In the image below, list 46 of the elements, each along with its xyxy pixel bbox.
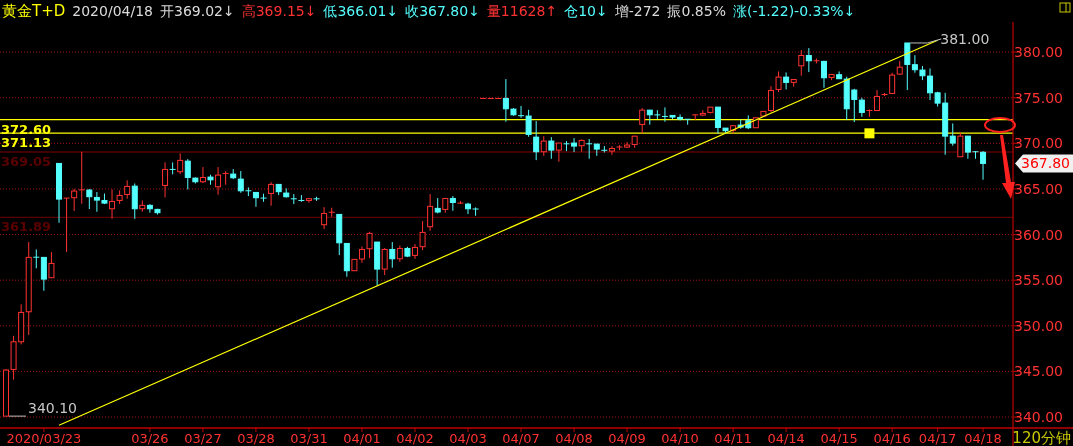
x-tick-label: 04/07	[502, 431, 540, 446]
note: 381.00	[940, 31, 990, 47]
x-tick-label: 04/18	[964, 431, 1002, 446]
y-tick-label: 375.00	[1014, 89, 1063, 106]
ref-line-label: 361.89	[1, 219, 52, 235]
price-tag: 367.80	[1015, 154, 1073, 173]
x-tick-label: 04/09	[608, 431, 646, 446]
x-tick-label: 04/02	[396, 431, 434, 446]
y-tick-label: 380.00	[1014, 44, 1063, 61]
text: 仓10↓	[564, 3, 608, 19]
x-tick-label: 04/11	[714, 431, 752, 446]
x-tick-label: 03/27	[184, 431, 222, 446]
x-tick-label: 03/28	[237, 431, 275, 446]
y-tick-label: 350.00	[1014, 317, 1063, 334]
y-tick-label: 345.00	[1014, 363, 1063, 380]
ref-line-label: 369.05	[1, 154, 52, 170]
chart-subtitle: 2020/04/18	[72, 3, 153, 19]
text: 开369.02↓	[159, 3, 235, 19]
ref-line-label: 371.13	[1, 135, 52, 151]
x-tick-label: 2020/03/23	[6, 431, 82, 446]
y-tick-label: 365.00	[1014, 180, 1063, 197]
text: 振0.85%	[667, 3, 726, 19]
x-tick-label: 04/16	[873, 431, 911, 446]
text: 量11628↑	[486, 3, 558, 19]
y-tick-label: 370.00	[1014, 135, 1063, 152]
ref-line-label: 372.60	[1, 121, 52, 137]
x-tick-label: 04/03	[449, 431, 487, 446]
text: 高369.15↓	[241, 3, 317, 19]
x-tick-label: 04/17	[918, 431, 957, 446]
y-tick-label: 355.00	[1014, 272, 1063, 289]
y-tick-label: 360.00	[1014, 226, 1063, 243]
y-tick-label: 340.00	[1014, 409, 1063, 426]
text: 涨(-1.22)-0.33%↓	[732, 3, 856, 19]
text: 低366.01↓	[323, 3, 399, 19]
x-tick-label: 04/01	[343, 431, 381, 446]
note: 340.10	[28, 400, 77, 417]
x-tick-label: 03/26	[131, 431, 169, 446]
text: 收367.80↓	[405, 3, 480, 19]
text: 增-272	[613, 3, 661, 19]
x-tick-label: 03/31	[290, 431, 328, 446]
x-tick-label: 04/14	[767, 431, 805, 446]
x-axis-title: 120分钟	[1012, 429, 1071, 446]
chart-title: 黄金T+D	[2, 2, 66, 20]
x-tick-label: 04/15	[820, 431, 858, 446]
x-tick-label: 04/10	[661, 431, 699, 446]
x-tick-label: 04/08	[555, 431, 593, 446]
